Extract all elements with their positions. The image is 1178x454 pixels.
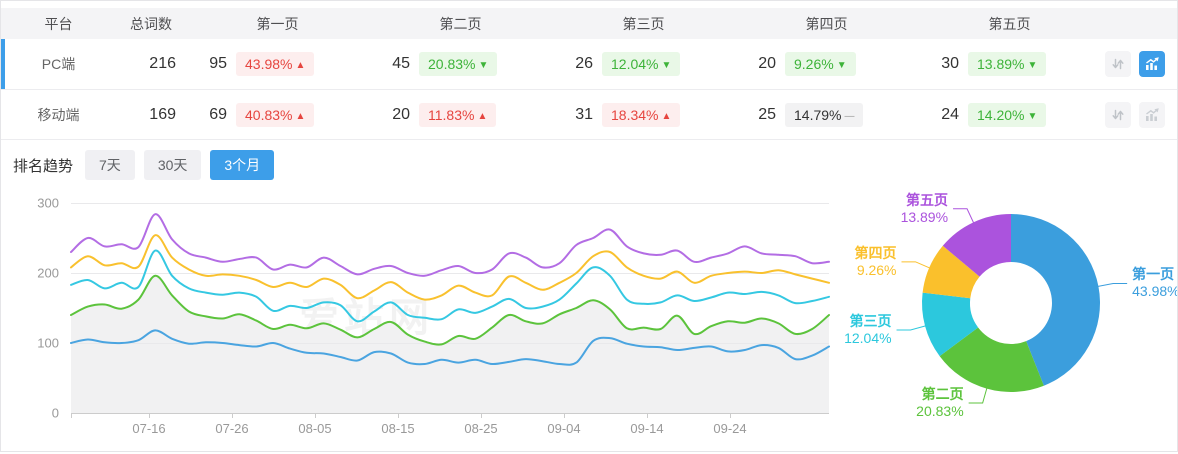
col-header-page3: 第三页 — [622, 15, 665, 32]
pie-slice-第五页 — [942, 214, 1011, 277]
page-share-donut-chart[interactable]: 第一页 43.98% 第二页 20.83% 第三页 12.04% 第四页 9.26% 第五页 13… — [841, 171, 1178, 451]
platform-name: 移动端 — [37, 107, 80, 123]
y-axis-label: 300 — [37, 196, 59, 211]
trend-arrow-icon: — — [844, 111, 855, 122]
trend-section-title: 排名趋势 — [13, 157, 74, 175]
trend-chart-button[interactable] — [1139, 51, 1165, 77]
pie-label-第一页: 第一页 43.98% — [1132, 266, 1178, 300]
y-axis-label: 0 — [52, 406, 59, 421]
tab-30days[interactable]: 30天 — [143, 150, 202, 180]
page3-change-badge: 18.34% ▲ — [602, 103, 681, 127]
donut-svg — [896, 208, 1128, 404]
trend-arrow-icon: ▼ — [836, 60, 847, 71]
x-axis-label: 08-25 — [464, 421, 497, 436]
series-line-第一页 — [70, 329, 830, 366]
bar-chart-icon — [1146, 108, 1159, 121]
x-axis-label: 09-14 — [630, 421, 663, 436]
pie-slice-第四页 — [922, 245, 980, 299]
page2-change-badge: 11.83% ▲ — [419, 103, 497, 127]
trend-arrow-icon: ▼ — [478, 60, 489, 71]
page1-change-badge: 43.98% ▲ — [236, 52, 315, 76]
sort-arrows-icon — [1112, 109, 1124, 121]
trend-arrow-icon: ▲ — [295, 60, 306, 71]
pie-leader-line — [968, 387, 988, 404]
page1-change-badge: 40.83% ▲ — [236, 103, 315, 127]
pie-leader-line — [896, 325, 927, 331]
page1-count: 69 — [209, 106, 227, 123]
x-axis-label: 07-26 — [215, 421, 248, 436]
sort-button[interactable] — [1105, 102, 1131, 128]
tab-3months[interactable]: 3个月 — [210, 150, 275, 180]
pie-label-第五页: 第五页 13.89% — [900, 191, 949, 225]
trend-arrow-icon: ▲ — [477, 111, 488, 122]
series-line-第三页 — [70, 249, 830, 323]
page4-change-badge: 9.26% ▼ — [785, 52, 856, 76]
trend-arrow-icon: ▼ — [661, 60, 672, 71]
series-line-第四页 — [70, 234, 830, 301]
total-words-value: 169 — [149, 106, 176, 123]
col-header-platform: 平台 — [44, 15, 73, 32]
x-axis-label: 07-16 — [132, 421, 165, 436]
page2-change-badge: 20.83% ▼ — [419, 52, 498, 76]
trend-chart-button[interactable] — [1139, 102, 1165, 128]
page5-count: 24 — [941, 106, 959, 123]
col-header-page2: 第二页 — [439, 15, 482, 32]
trend-arrow-icon: ▼ — [1027, 111, 1038, 122]
sort-arrows-icon — [1112, 58, 1124, 70]
page4-count: 25 — [758, 106, 776, 123]
page4-count: 20 — [758, 55, 776, 72]
pie-label-第二页: 第二页 20.83% — [916, 386, 964, 420]
trend-arrow-icon: ▲ — [295, 111, 306, 122]
page5-count: 30 — [941, 55, 959, 72]
pie-slice-第一页 — [1011, 214, 1100, 386]
series-line-第五页 — [70, 213, 830, 277]
trend-toolbar: 排名趋势 7天 30天 3个月 — [13, 150, 283, 180]
sort-button[interactable] — [1105, 51, 1131, 77]
y-axis-label: 100 — [37, 336, 59, 351]
x-axis-label: 09-24 — [713, 421, 746, 436]
page5-change-badge: 14.20% ▼ — [968, 103, 1047, 127]
x-axis-label: 08-05 — [298, 421, 331, 436]
table-row-mobile[interactable]: 移动端 169 69 40.83% ▲ 20 11.83% ▲ 31 18.34% ▲… — [1, 91, 1177, 140]
trend-line-chart[interactable]: 0 100 200 300 07-16 07-26 08-05 08-15 08-25 09-04… — [1, 181, 841, 452]
y-axis-label: 200 — [37, 266, 59, 281]
tab-7days[interactable]: 7天 — [85, 150, 135, 180]
page2-count: 45 — [392, 55, 410, 72]
pie-label-第四页: 第四页 9.26% — [854, 244, 897, 278]
bar-chart-icon — [1146, 57, 1159, 70]
pie-slice-第二页 — [939, 327, 1044, 392]
trend-arrow-icon: ▼ — [1027, 60, 1038, 71]
col-header-page1: 第一页 — [256, 15, 299, 32]
page3-count: 26 — [575, 55, 593, 72]
col-header-total-words: 总词数 — [130, 15, 172, 32]
col-header-page4: 第四页 — [805, 15, 848, 32]
trend-arrow-icon: ▲ — [661, 111, 672, 122]
page4-change-badge: 14.79% — — [785, 103, 864, 127]
table-header: 平台 总词数 第一页 第二页 第三页 第四页 第五页 — [1, 8, 1177, 39]
page1-count: 95 — [209, 55, 227, 72]
table-row-pc[interactable]: PC端 216 95 43.98% ▲ 45 20.83% ▼ 26 12.04% ▼… — [1, 39, 1177, 90]
pie-slice-第三页 — [922, 292, 979, 357]
page3-count: 31 — [575, 106, 593, 123]
pie-leader-line — [953, 208, 975, 224]
page2-count: 20 — [392, 106, 410, 123]
col-header-page5: 第五页 — [988, 15, 1031, 32]
page5-change-badge: 13.89% ▼ — [968, 52, 1047, 76]
platform-name: PC端 — [41, 56, 76, 72]
series-line-第二页 — [70, 274, 830, 346]
x-axis-label: 09-04 — [547, 421, 580, 436]
pie-leader-line — [1097, 282, 1128, 287]
pie-label-第三页: 第三页 12.04% — [844, 312, 892, 346]
area-fill — [71, 275, 829, 413]
x-axis-label: 08-15 — [381, 421, 414, 436]
total-words-value: 216 — [149, 55, 176, 72]
page3-change-badge: 12.04% ▼ — [602, 52, 681, 76]
pie-leader-line — [901, 261, 931, 269]
